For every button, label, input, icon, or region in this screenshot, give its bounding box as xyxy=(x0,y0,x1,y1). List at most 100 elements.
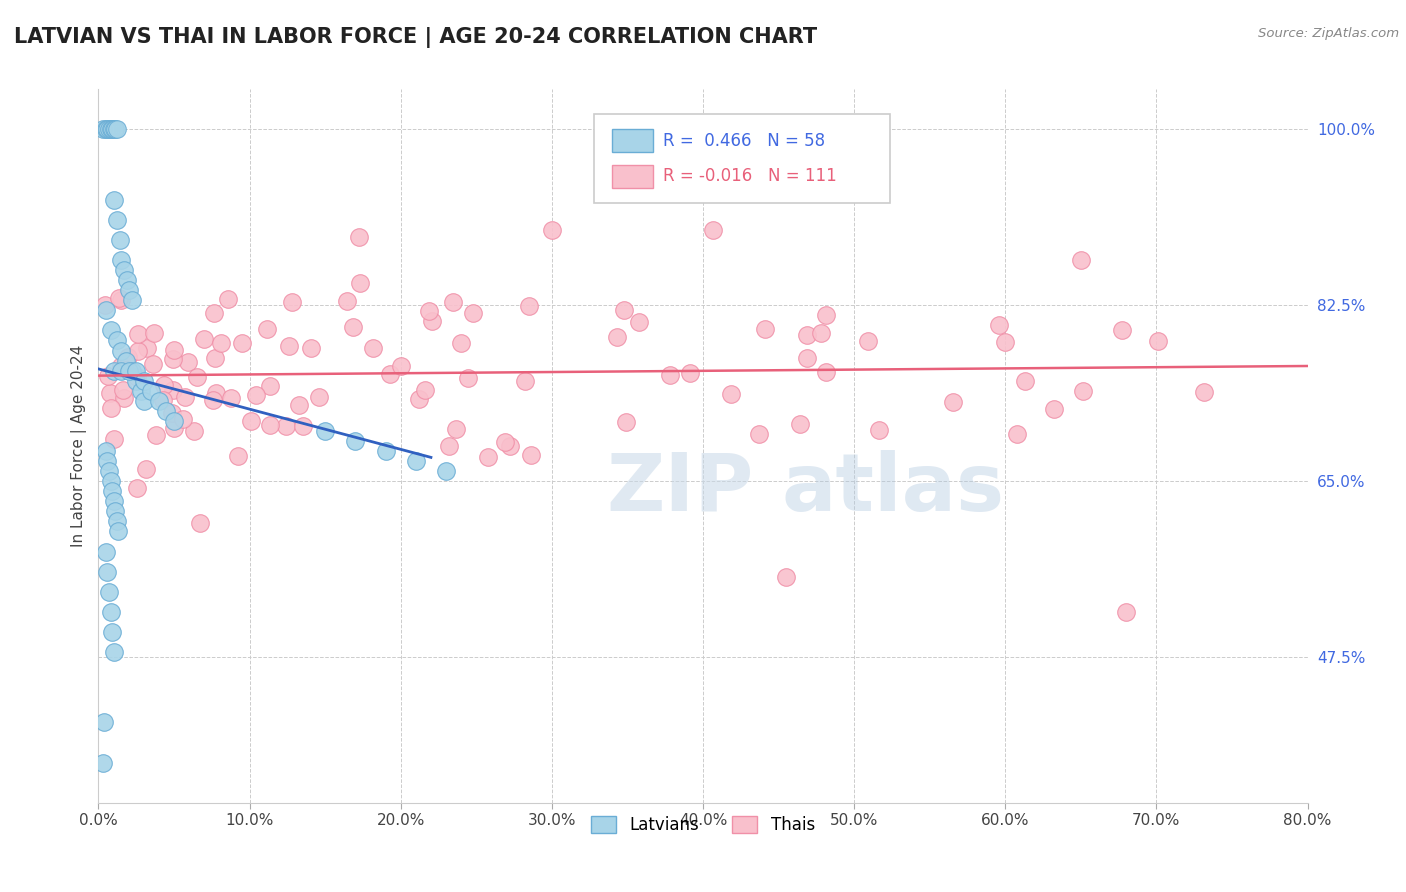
Point xyxy=(104,122,127,136)
Point xyxy=(172,412,194,426)
Point xyxy=(775,569,797,583)
Point xyxy=(389,359,412,373)
Point xyxy=(679,366,702,380)
Point xyxy=(108,233,131,247)
Point xyxy=(814,308,837,322)
Point xyxy=(1111,323,1133,337)
Point xyxy=(103,363,125,377)
Point xyxy=(239,414,262,428)
Point xyxy=(107,524,129,539)
Point xyxy=(477,450,499,464)
Point xyxy=(125,370,148,384)
Point xyxy=(374,444,396,458)
Point xyxy=(439,439,461,453)
Point xyxy=(110,343,132,358)
Point xyxy=(204,351,226,365)
Point xyxy=(94,444,117,458)
Point xyxy=(754,322,776,336)
Point xyxy=(228,450,250,464)
Point xyxy=(121,363,143,377)
Point xyxy=(103,193,125,207)
Point xyxy=(942,394,965,409)
Point xyxy=(205,385,228,400)
Point xyxy=(96,122,118,136)
Point xyxy=(141,384,163,398)
Point xyxy=(517,299,540,313)
Point xyxy=(114,353,136,368)
Point xyxy=(105,334,128,348)
Point xyxy=(93,715,115,730)
Point xyxy=(112,263,135,277)
Point xyxy=(177,355,200,369)
Point xyxy=(96,454,118,468)
Point xyxy=(259,417,281,432)
Point xyxy=(188,516,211,531)
Point xyxy=(101,484,124,499)
Point xyxy=(100,474,122,488)
Point xyxy=(1073,384,1095,399)
Point xyxy=(135,341,157,355)
Point xyxy=(450,335,472,350)
Point xyxy=(810,326,832,340)
Point xyxy=(104,504,127,518)
Point xyxy=(94,298,117,312)
Point xyxy=(98,385,121,400)
Point xyxy=(110,363,132,377)
Point xyxy=(519,448,541,462)
Point xyxy=(259,379,281,393)
Point xyxy=(129,384,152,398)
Point xyxy=(1042,401,1064,416)
Point xyxy=(308,390,330,404)
Point xyxy=(420,314,443,328)
Point xyxy=(152,393,174,408)
Point xyxy=(91,122,114,136)
Point xyxy=(702,222,724,236)
Point xyxy=(125,374,148,388)
Point xyxy=(112,391,135,405)
Point xyxy=(145,428,167,442)
Point xyxy=(274,418,297,433)
Point xyxy=(256,322,278,336)
Point xyxy=(418,304,440,318)
Point xyxy=(100,401,122,415)
Point xyxy=(121,293,143,308)
Point xyxy=(245,388,267,402)
Point xyxy=(155,404,177,418)
Point xyxy=(202,305,225,319)
Point xyxy=(91,756,114,770)
Point xyxy=(162,351,184,366)
Point xyxy=(434,464,457,478)
Point xyxy=(118,363,141,377)
Point xyxy=(278,339,301,353)
Point xyxy=(1070,253,1092,268)
Point xyxy=(94,303,117,318)
Point xyxy=(499,439,522,453)
Point xyxy=(105,212,128,227)
Point xyxy=(461,306,484,320)
Point xyxy=(117,350,139,364)
Point xyxy=(748,426,770,441)
Point xyxy=(105,122,128,136)
Point xyxy=(444,422,467,436)
Text: R =  0.466   N = 58: R = 0.466 N = 58 xyxy=(664,132,825,150)
Point xyxy=(135,461,157,475)
Point xyxy=(162,384,184,398)
Point xyxy=(110,253,132,268)
Point xyxy=(1147,334,1170,349)
Point xyxy=(103,433,125,447)
Point xyxy=(814,365,837,379)
Point xyxy=(163,343,186,357)
Point xyxy=(408,392,430,406)
Point xyxy=(1192,384,1215,399)
Point xyxy=(186,370,208,384)
Legend: Latvians, Thais: Latvians, Thais xyxy=(585,809,821,841)
Point xyxy=(100,323,122,337)
Point xyxy=(153,378,176,392)
FancyBboxPatch shape xyxy=(613,129,654,152)
Point xyxy=(163,414,186,428)
Point xyxy=(105,515,128,529)
Point xyxy=(457,371,479,385)
Point xyxy=(994,335,1017,350)
Point xyxy=(100,122,122,136)
Point xyxy=(344,434,367,448)
